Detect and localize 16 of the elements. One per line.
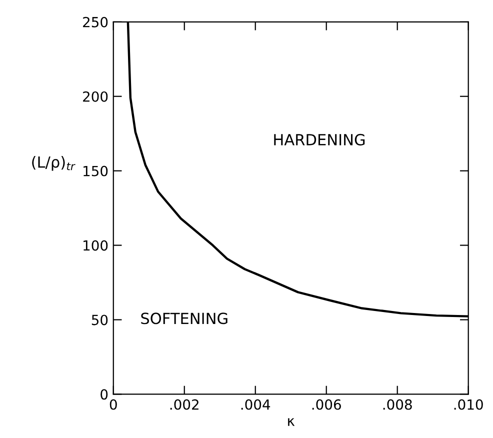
x-tick-label: .004 [241, 399, 270, 410]
x-tick-label: 0 [110, 399, 117, 410]
x-axis-title: κ [288, 418, 295, 426]
y-axis-title: (L/ρ)$_{tr}$ [32, 156, 76, 171]
x-tick-label: .002 [170, 399, 198, 410]
y-tick-label: 0 [100, 389, 108, 400]
y-tick-label: 250 [83, 16, 108, 28]
y-tick-label: 200 [83, 91, 108, 102]
x-tick-label: .008 [383, 399, 412, 410]
y-tick-label: 150 [84, 166, 108, 176]
annotation: HARDENING [274, 134, 365, 146]
annotation: SOFTENING [141, 312, 228, 324]
x-tick-label: .006 [312, 399, 341, 410]
x-tick-label: .010 [454, 399, 483, 410]
y-tick-label: 100 [84, 240, 108, 251]
y-tick-label: 50 [92, 314, 108, 326]
